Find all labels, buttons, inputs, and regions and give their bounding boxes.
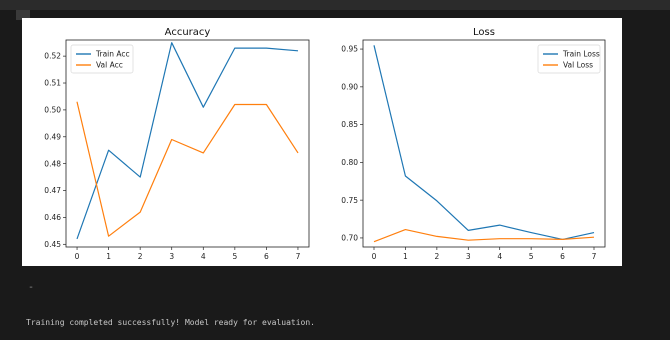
accuracy-xtick-label: 1 (106, 252, 111, 261)
accuracy-xtick-label: 5 (232, 252, 237, 261)
accuracy-frame (65, 39, 310, 248)
accuracy-xtick-label: 7 (296, 252, 301, 261)
accuracy-legend-label: Val Acc (96, 61, 123, 70)
loss-line-train-loss (373, 45, 595, 240)
accuracy-legend-box (70, 44, 134, 74)
loss-xtick-label: 6 (560, 252, 565, 261)
loss-axes: Loss 0 1 2 3 4 5 6 7 0.70 0.75 0.80 0.85 0.90 0.95 Trai… (341, 27, 606, 261)
loss-xtick-label: 7 (592, 252, 597, 261)
figure-canvas: Accuracy 0 1 2 3 4 5 6 7 0.45 0.46 0.47 0.48 0.49 0.50… (44, 27, 606, 261)
loss-frame (362, 39, 606, 248)
accuracy-xtick-label: 4 (201, 252, 206, 261)
loss-legend-box (537, 44, 601, 74)
loss-ytick-label: 0.75 (341, 196, 358, 205)
accuracy-ytick-label: 0.49 (44, 132, 61, 141)
accuracy-ytick-label: 0.50 (44, 105, 61, 114)
accuracy-xtick-label: 3 (169, 252, 174, 261)
loss-ytick-label: 0.90 (341, 82, 358, 91)
output-marker: - (28, 282, 35, 293)
accuracy-ytick-label: 0.48 (44, 159, 61, 168)
loss-legend-label: Val Loss (563, 61, 593, 70)
loss-xtick-label: 1 (403, 252, 408, 261)
accuracy-axes: Accuracy 0 1 2 3 4 5 6 7 0.45 0.46 0.47 0.48 0.49 0.50… (44, 27, 310, 261)
loss-ytick-label: 0.85 (341, 120, 358, 129)
accuracy-line-train-acc (76, 42, 299, 240)
accuracy-ytick-label: 0.46 (44, 213, 61, 222)
loss-xtick-label: 5 (529, 252, 534, 261)
accuracy-xtick-label: 6 (264, 252, 269, 261)
matplotlib-figure: Accuracy 0 1 2 3 4 5 6 7 0.45 0.46 0.47 0.48 0.49 0.50… (22, 18, 622, 266)
loss-xtick-label: 3 (466, 252, 471, 261)
accuracy-xtick-label: 2 (138, 252, 143, 261)
loss-ytick-label: 0.70 (341, 234, 358, 243)
accuracy-xtick-label: 0 (75, 252, 80, 261)
accuracy-legend: Train Acc Val Acc (70, 44, 134, 74)
notebook-toolbar (0, 0, 670, 10)
accuracy-ytick-label: 0.45 (44, 240, 61, 249)
loss-legend: Train Loss Val Loss (537, 44, 601, 74)
loss-legend-label: Train Loss (562, 50, 600, 59)
accuracy-line-val-acc (76, 101, 299, 237)
loss-title: Loss (473, 27, 495, 38)
accuracy-ytick-label: 0.52 (44, 52, 61, 61)
loss-ytick-label: 0.95 (341, 45, 358, 54)
accuracy-title: Accuracy (165, 27, 211, 38)
loss-xtick-label: 4 (497, 252, 502, 261)
status-message: Training completed successfully! Model r… (26, 318, 315, 327)
loss-xtick-label: 0 (372, 252, 377, 261)
loss-line-val-loss (373, 229, 595, 243)
accuracy-legend-label: Train Acc (95, 50, 130, 59)
accuracy-ytick-label: 0.47 (44, 186, 61, 195)
cell-collapse-handle[interactable] (16, 10, 30, 20)
loss-ytick-label: 0.80 (341, 158, 358, 167)
loss-xtick-label: 2 (434, 252, 439, 261)
accuracy-ytick-label: 0.51 (44, 79, 61, 88)
